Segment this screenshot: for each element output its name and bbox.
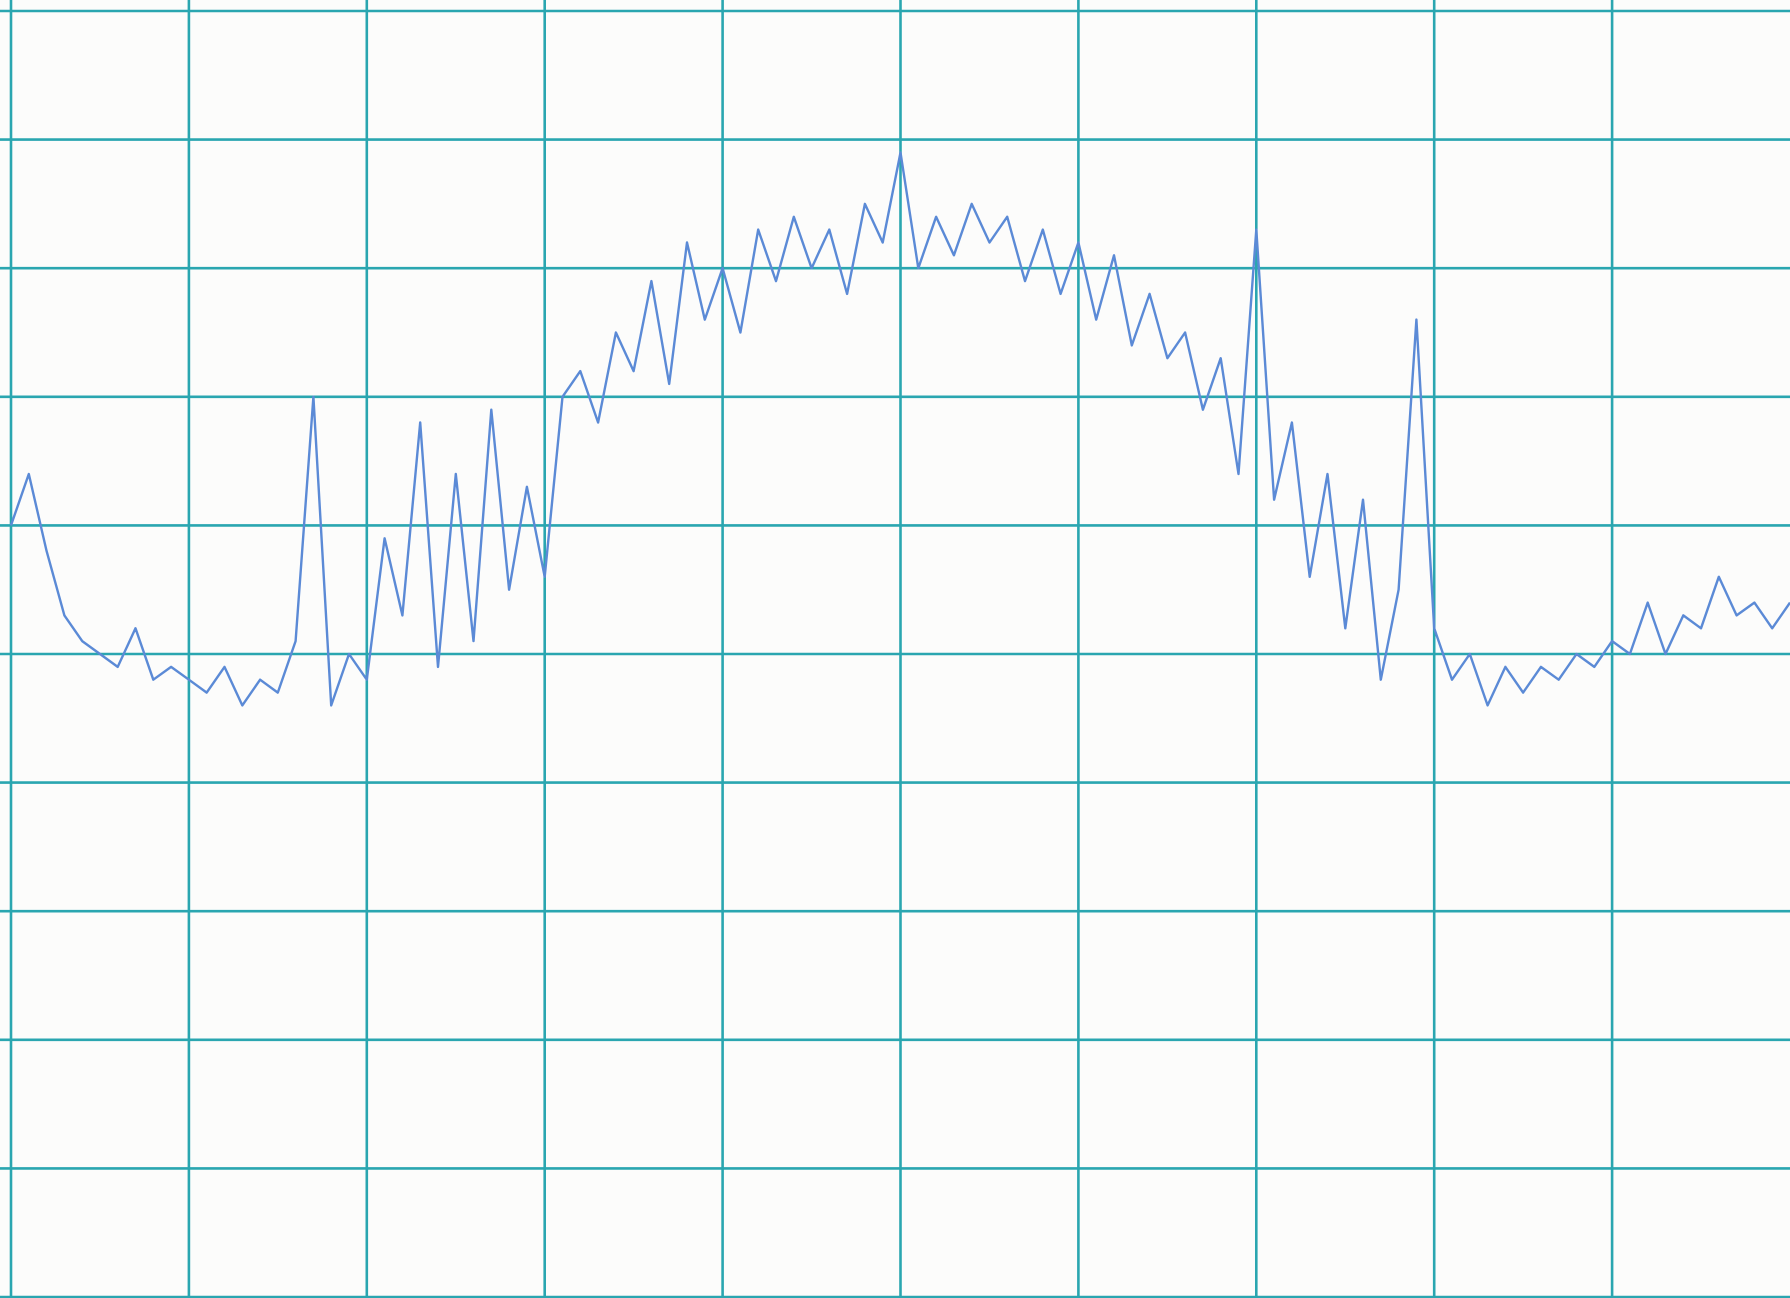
trace — [9, 151, 1790, 707]
